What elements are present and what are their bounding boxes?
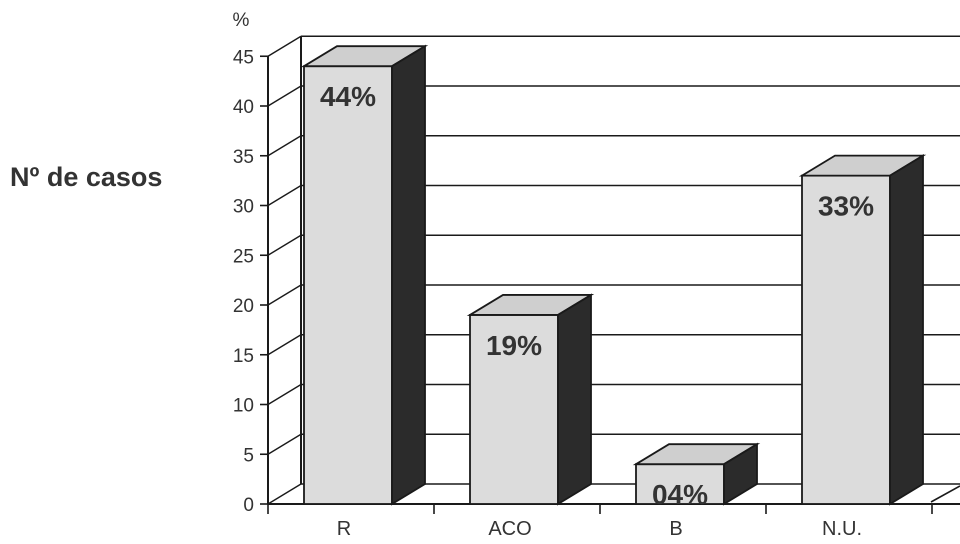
gridline-connector (267, 433, 302, 455)
data-label: 44% (320, 81, 376, 112)
gridline-connector (267, 383, 302, 406)
bar-ACO: 19% (466, 293, 595, 506)
y-tick-label: 5 (243, 445, 254, 466)
y-tick-label: 40 (233, 97, 254, 118)
y-tick-label: 20 (233, 296, 254, 317)
y-tick-label: 10 (233, 396, 254, 417)
x-tick-label: B (669, 518, 682, 540)
y-tick-labels: 0 5 10 15 20 25 30 35 40 45 (233, 47, 254, 516)
bar-side (889, 154, 924, 506)
data-label: 19% (486, 330, 542, 361)
bars: 44% 19% 04% 33% (300, 44, 927, 510)
bar-front (303, 65, 393, 505)
bar-side (557, 293, 592, 506)
y-tick-label: 0 (243, 495, 254, 516)
gridline-connector (267, 184, 302, 207)
gridline-connector (267, 234, 302, 256)
gridline-connector (267, 483, 302, 505)
x-tick-label: N.U. (822, 518, 862, 540)
data-label: 33% (818, 191, 874, 222)
floor-edge (930, 485, 960, 503)
bar-N.U.: 33% (798, 154, 927, 506)
y-tick-label: 15 (233, 346, 254, 367)
gridline-connector (267, 334, 302, 356)
y-tick-label: 25 (233, 246, 254, 267)
gridline-connector (267, 135, 302, 157)
y-tick-label: 30 (233, 197, 254, 218)
y-axis-title: Nº de casos (10, 162, 163, 192)
data-label: 04% (652, 479, 708, 510)
bar-front (469, 314, 559, 505)
gridline-connector (267, 284, 302, 306)
bar-front (801, 174, 891, 505)
x-tick-label: ACO (488, 518, 531, 540)
bar-B: 04% (632, 442, 761, 510)
y-tick-label: 35 (233, 147, 254, 168)
x-tick-labels: R ACO B N.U. (337, 518, 862, 540)
bar-side (391, 44, 426, 506)
gridline-connector (267, 35, 302, 57)
y-tick-label: 45 (233, 47, 254, 68)
gridline-connector (267, 85, 302, 107)
bar-R: 44% (300, 44, 429, 506)
y-axis-unit-label: % (233, 10, 250, 31)
x-tick-label: R (337, 518, 351, 540)
bar-side (723, 442, 758, 506)
